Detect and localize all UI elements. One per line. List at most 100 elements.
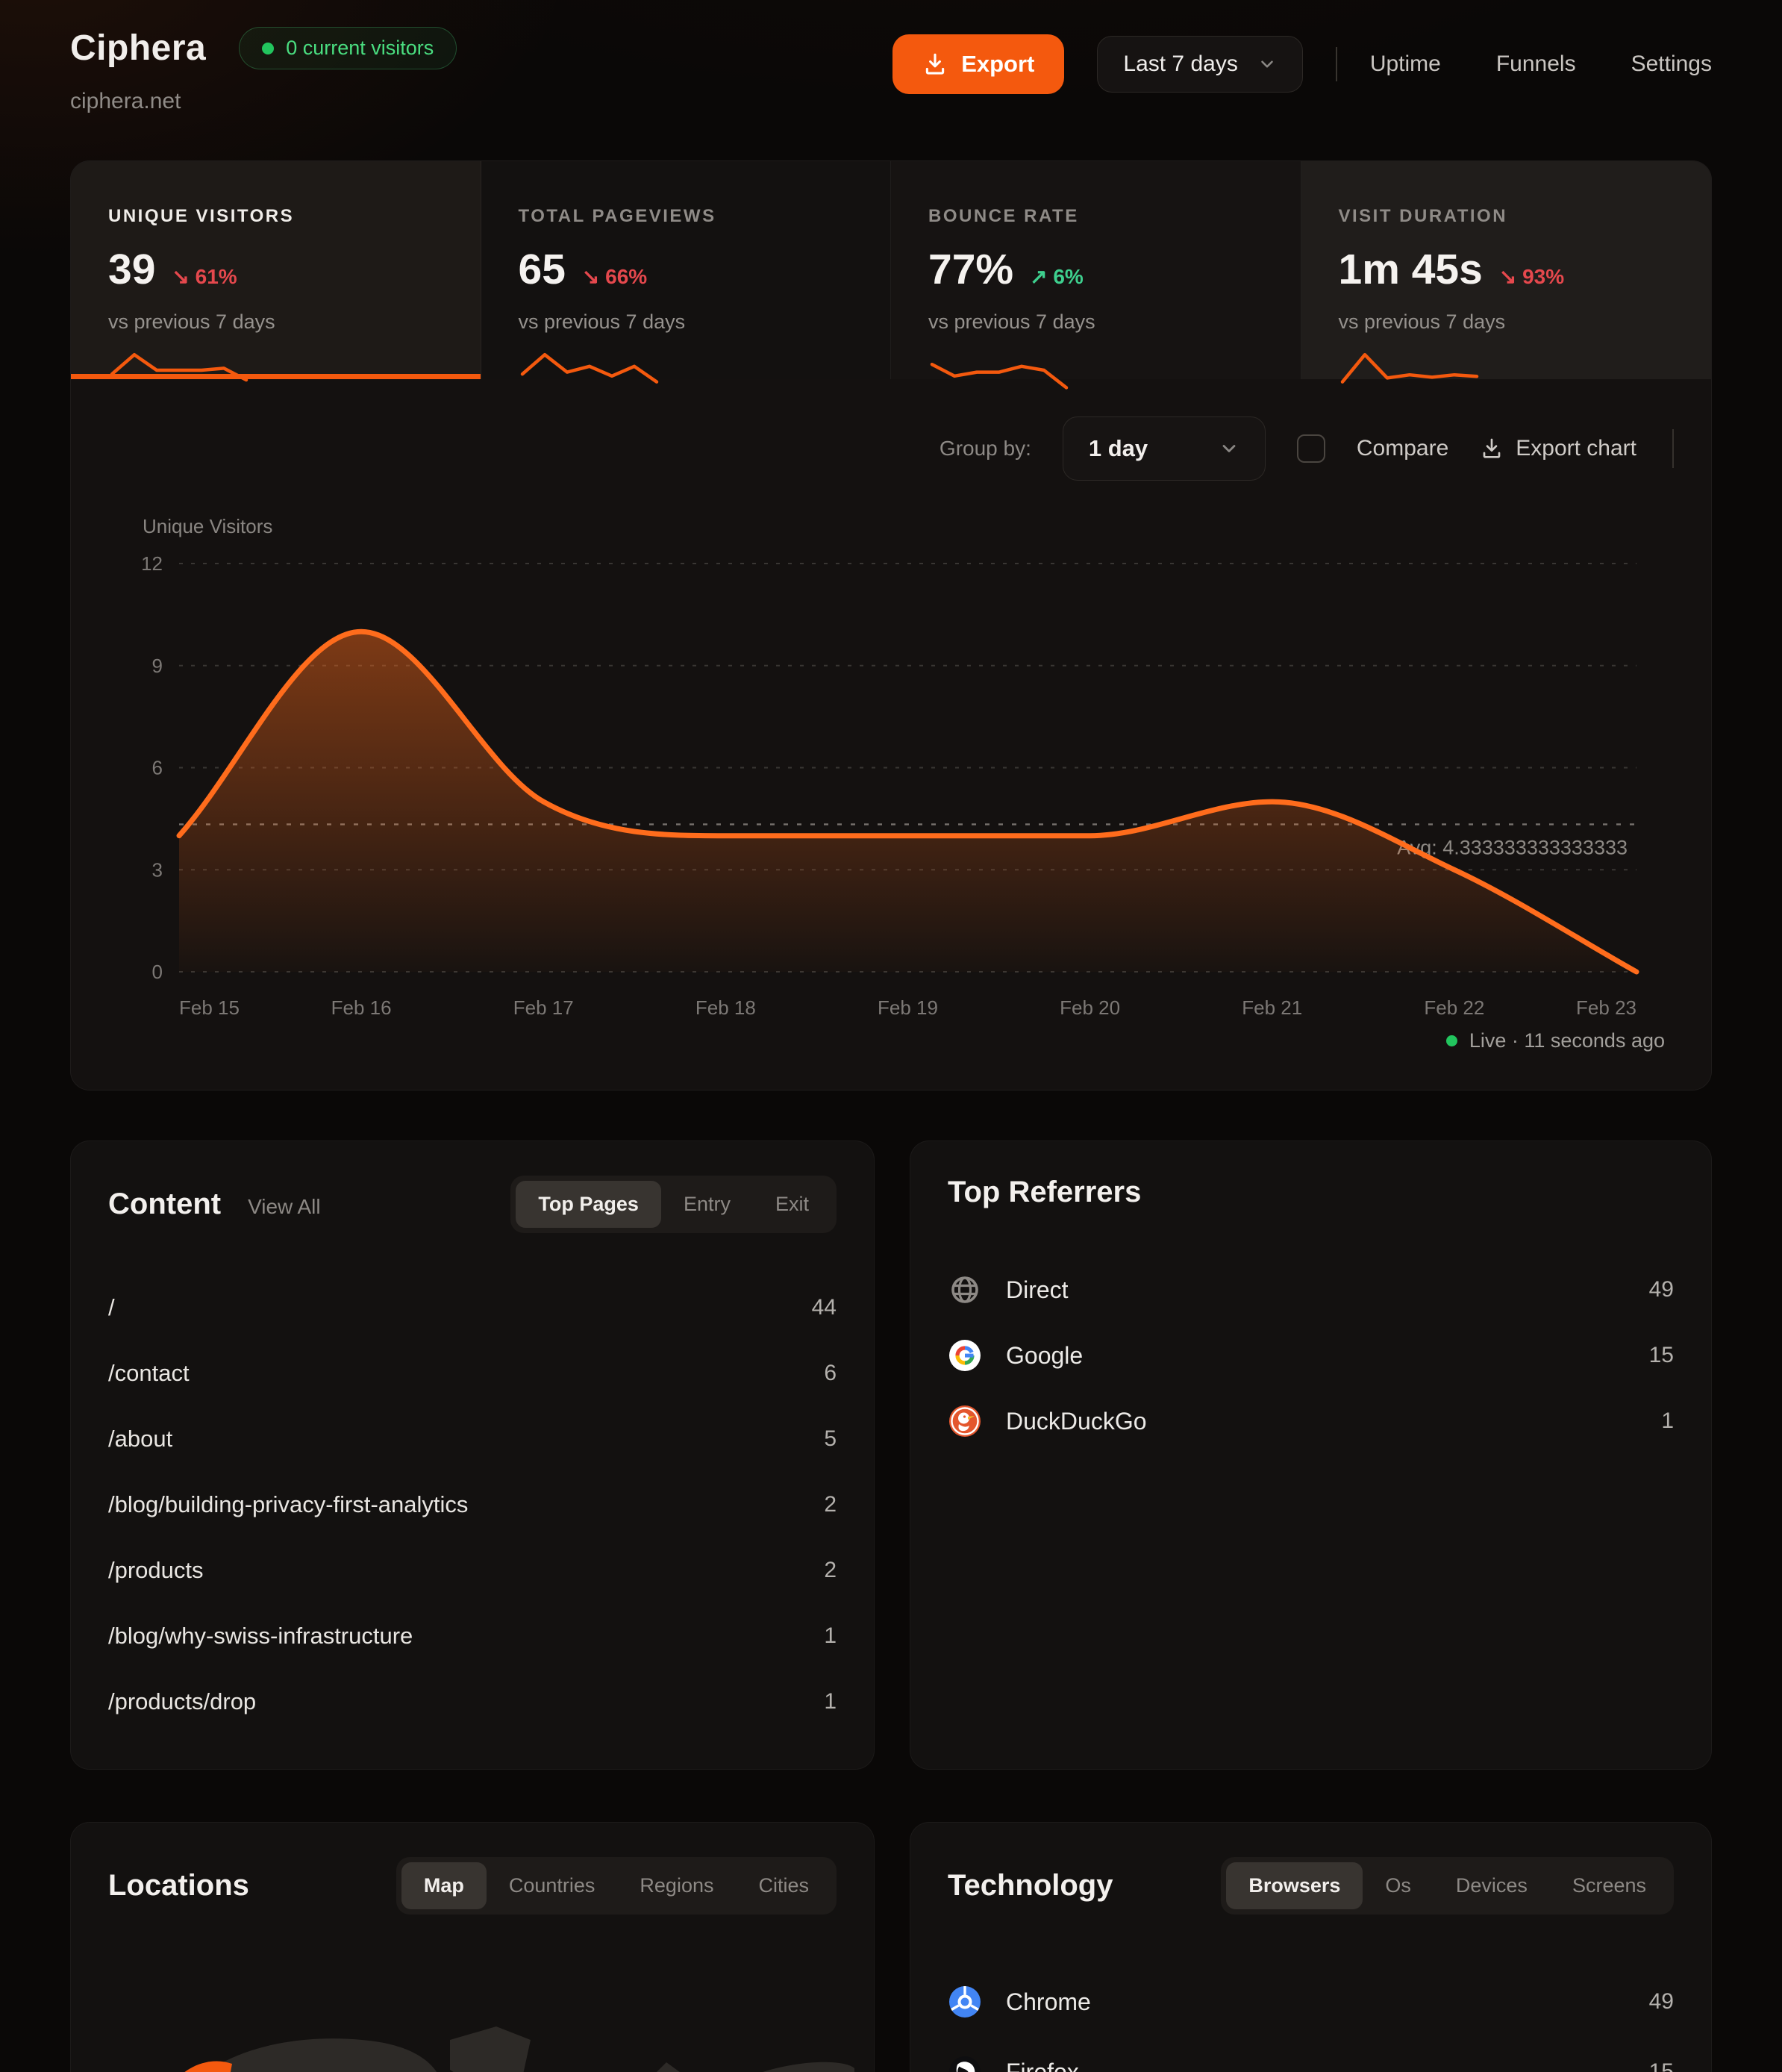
current-visitors-label: 0 current visitors [286,37,434,59]
page-row[interactable]: /44 [108,1294,837,1320]
tab-regions[interactable]: Regions [640,1874,714,1897]
site-name: Ciphera [70,28,207,68]
stat-delta: ↘ 66% [581,265,648,288]
live-visitors-dot-icon [262,42,275,54]
stat-value: 39 [108,246,156,293]
page-row[interactable]: /blog/building-privacy-first-analytics 2 [108,1491,837,1517]
map-scandinavia [657,2062,680,2072]
controls-divider [1672,429,1674,468]
sparkline-chart [930,362,1069,390]
technology-panel: Technology Browsers Os Devices Screens [910,1822,1712,2072]
period-select[interactable]: Last 7 days [1097,36,1303,93]
header-divider [1335,47,1337,81]
nav-item-settings[interactable]: Settings [1631,52,1712,76]
chart-series-label: Unique Visitors [143,515,273,537]
group-by-select[interactable]: 1 day [1062,416,1266,481]
technology-tabs: Browsers Os Devices Screens [1221,1857,1674,1915]
compare-label[interactable]: Compare [1356,436,1449,461]
locations-panel: Locations Map Countries Regions Cities [70,1822,875,2072]
svg-text:3: 3 [152,858,163,881]
stat-delta: ↘ 93% [1498,265,1565,288]
stat-label: VISIT DURATION [1338,206,1508,226]
header: Ciphera 0 current visitors ciphera.net E… [70,27,1712,114]
svg-text:6: 6 [152,757,163,779]
referrers-panel: Top Referrers Direct 49 [910,1140,1712,1770]
map-alaska-highlight [184,2061,232,2072]
stat-label: BOUNCE RATE [928,206,1079,226]
current-visitors-badge[interactable]: 0 current visitors [239,27,457,69]
stat-card-visit-duration[interactable]: VISIT DURATION 1m 45s ↘ 93% vs previous … [1301,161,1711,384]
live-dot-icon [1445,1035,1457,1046]
tab-devices[interactable]: Devices [1455,1874,1528,1897]
svg-text:Feb 18: Feb 18 [695,996,756,1019]
export-button[interactable]: Export [892,34,1065,94]
group-by-label: Group by: [939,437,1031,460]
tab-top-pages[interactable]: Top Pages [516,1181,661,1228]
technology-title: Technology [948,1869,1113,1902]
svg-text:Feb 16: Feb 16 [331,996,392,1019]
referrers-list: Direct 49 Google 15 [948,1257,1674,1454]
svg-text:12: 12 [141,552,163,575]
nav-item-funnels[interactable]: Funnels [1495,52,1576,76]
nav-item-uptime[interactable]: Uptime [1369,52,1441,76]
page-row[interactable]: /blog/why-swiss-infrastructure 1 [108,1623,837,1649]
tab-cities[interactable]: Cities [758,1874,809,1897]
referrer-row[interactable]: Google 15 [948,1323,1674,1388]
tab-exit[interactable]: Exit [775,1193,809,1215]
stat-card-total-pageviews[interactable]: TOTAL PAGEVIEWS 65 ↘ 66% vs previous 7 d… [481,161,891,384]
page-row[interactable]: /about 5 [108,1426,837,1452]
tab-screens[interactable]: Screens [1572,1874,1646,1897]
stat-card-unique-visitors[interactable]: UNIQUE VISITORS 39 ↘ 61% vs previous 7 d… [71,161,481,382]
firefox-icon [949,2056,981,2072]
content-title: Content [108,1188,222,1220]
svg-text:Feb 17: Feb 17 [513,996,574,1019]
locations-tabs: Map Countries Regions Cities [396,1857,837,1915]
page-row[interactable]: /contact 6 [108,1360,837,1386]
duckduckgo-icon [949,1405,981,1437]
stat-comparison-label: vs previous 7 days [1338,311,1506,333]
download-icon [926,53,945,75]
stat-comparison-label: vs previous 7 days [518,311,686,333]
map-north-america [207,2038,437,2072]
group-by-value: 1 day [1088,435,1148,461]
stat-label: UNIQUE VISITORS [108,206,295,226]
map-greenland [450,2026,531,2072]
locations-title: Locations [108,1869,249,1902]
view-all-link[interactable]: View All [248,1195,321,1218]
main-nav: Uptime Funnels Settings [1370,52,1712,77]
stat-value: 1m 45s [1338,246,1483,293]
export-chart-button[interactable]: Export chart [1480,436,1636,461]
tab-countries[interactable]: Countries [508,1874,595,1897]
map-asia [763,2062,854,2072]
tab-browsers[interactable]: Browsers [1226,1862,1363,1909]
tab-map[interactable]: Map [401,1862,487,1909]
chevron-down-icon [1222,445,1236,452]
referrer-row[interactable]: Direct 49 [948,1257,1674,1323]
stat-card-bounce-rate[interactable]: BOUNCE RATE 77% ↗ 6% vs previous 7 days [891,161,1301,390]
active-stat-indicator [71,374,481,379]
analytics-card: UNIQUE VISITORS 39 ↘ 61% vs previous 7 d… [70,160,1712,1090]
export-chart-label: Export chart [1516,436,1636,461]
globe-icon [951,1276,978,1303]
content-tabs: Top Pages Entry Exit [510,1176,837,1233]
sparkline-chart [110,352,248,382]
stat-comparison-label: vs previous 7 days [928,311,1095,333]
svg-text:Feb 23: Feb 23 [1576,996,1636,1019]
page-row[interactable]: /products 2 [108,1557,837,1583]
referrer-row[interactable]: DuckDuckGo 1 [948,1388,1674,1454]
sparkline-chart [520,352,658,384]
chart-controls: Group by: 1 day Compare Export chart [108,416,1674,481]
browser-row[interactable]: Chrome 49 [948,1967,1674,2037]
tab-os[interactable]: Os [1385,1874,1411,1897]
browser-row[interactable]: Firefox 15 [948,2037,1674,2072]
top-pages-list: /44 /contact 6 /about 5 /blog/building-pri… [108,1275,837,1735]
world-map[interactable] [93,1944,854,2072]
svg-text:0: 0 [152,961,163,983]
compare-checkbox[interactable] [1296,434,1325,463]
chevron-down-icon [1261,60,1273,68]
tab-entry[interactable]: Entry [683,1193,731,1215]
unique-visitors-area-chart[interactable]: 0 3 6 9 12 Avg: 4.333333333333333 Feb 15 Feb 16… [108,543,1675,1026]
page-row[interactable]: /products/drop 1 [108,1688,837,1714]
stat-value: 77% [928,246,1014,293]
